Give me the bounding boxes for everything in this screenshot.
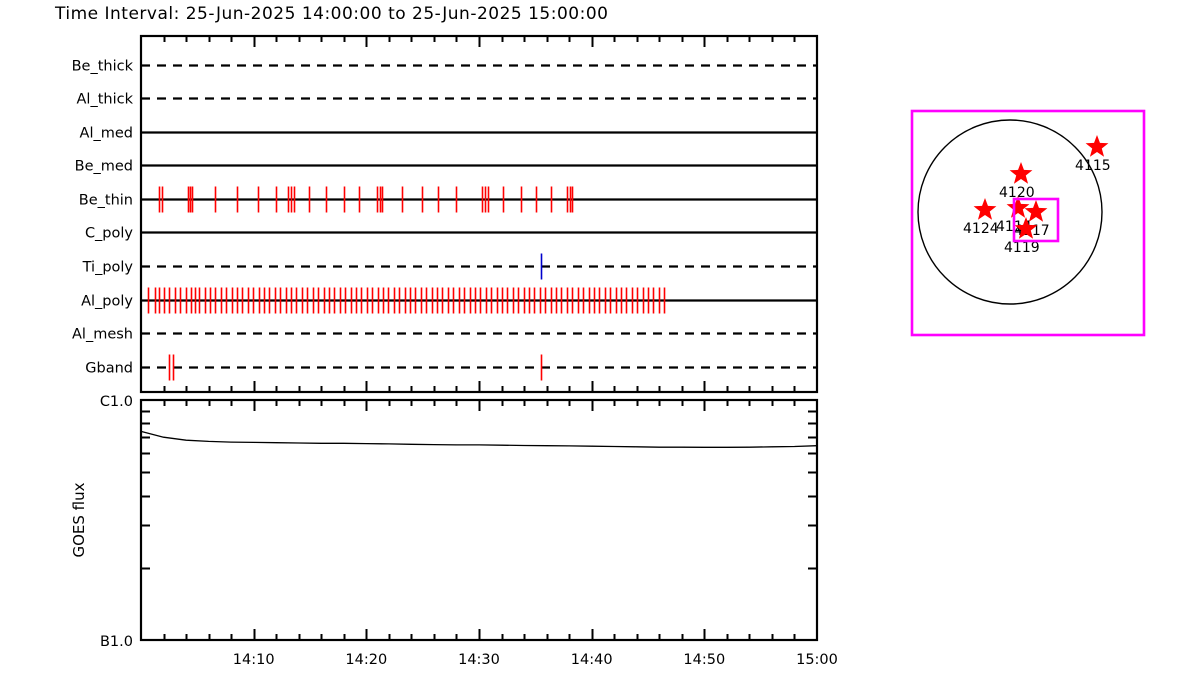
goes-ytick-top: C1.0: [100, 394, 133, 410]
active-region-star-icon[interactable]: [1085, 135, 1109, 157]
filter-label-be_thin: Be_thin: [79, 193, 133, 209]
field-of-view-box-outer: [910, 109, 1146, 337]
active-region-label: 4119: [1004, 240, 1040, 256]
filter-label-al_poly: Al_poly: [81, 294, 133, 310]
filter-row-al_poly: Al_poly: [81, 287, 817, 314]
page-title: Time Interval: 25-Jun-2025 14:00:00 to 2…: [55, 4, 609, 24]
active-region-4119[interactable]: 4119: [1004, 217, 1040, 256]
active-region-star-icon[interactable]: [1024, 200, 1048, 222]
filter-row-be_thick: Be_thick: [72, 59, 817, 75]
filter-label-be_med: Be_med: [75, 159, 133, 175]
filter-row-ti_poly: Ti_poly: [82, 253, 817, 280]
goes-flux-panel: C1.0 B1.0 GOES flux: [70, 394, 819, 650]
filter-label-al_mesh: Al_mesh: [72, 327, 133, 343]
active-region-label: 4124: [963, 221, 999, 237]
goes-axis-label: GOES flux: [70, 482, 88, 557]
filter-label-be_thick: Be_thick: [72, 59, 134, 75]
active-region-star-icon[interactable]: [1009, 162, 1033, 184]
filter-row-be_med: Be_med: [75, 159, 817, 175]
active-region-star-icon[interactable]: [1006, 196, 1030, 218]
filter-row-c_poly: C_poly: [85, 226, 817, 242]
active-region-label: 4115: [1075, 158, 1111, 174]
goes-panel-frame: [139, 398, 819, 642]
time-axis: 14:10 14:20 14:30 14:40 14:50 15:00: [163, 36, 838, 668]
filter-label-ti_poly: Ti_poly: [82, 260, 134, 276]
time-axis-label: 15:00: [796, 652, 838, 668]
filter-row-al_med: Al_med: [80, 126, 817, 142]
filter-label-c_poly: C_poly: [85, 226, 133, 242]
filter-label-al_med: Al_med: [80, 126, 133, 142]
goes-flux-curve: [140, 430, 818, 448]
active-region-label: 4120: [999, 185, 1035, 201]
time-axis-label: 14:40: [571, 652, 613, 668]
filter-row-al_thick: Al_thick: [77, 92, 817, 108]
solar-disk-limb: [917, 119, 1103, 305]
filter-row-be_thin: Be_thin: [79, 186, 817, 213]
active-region-star-icon[interactable]: [973, 198, 997, 220]
filter-label-al_thick: Al_thick: [77, 92, 134, 108]
filter-panel-frame: [139, 34, 819, 394]
time-axis-label: 14:10: [233, 652, 275, 668]
goes-ytick-bottom: B1.0: [100, 634, 133, 650]
filter-row-al_mesh: Al_mesh: [72, 327, 817, 343]
active-region-4124[interactable]: 4124: [963, 198, 999, 237]
field-of-view-box-inner: [1012, 197, 1060, 243]
time-axis-label: 14:50: [683, 652, 725, 668]
active-region-star-icon[interactable]: [1014, 217, 1038, 239]
filter-row-gband: Gband: [85, 354, 817, 381]
time-axis-label: 14:20: [345, 652, 387, 668]
time-axis-label: 14:30: [458, 652, 500, 668]
filter-timeline-panel: Be_thick Al_thick Al_med Be_med Be_thin C_pol…: [72, 34, 819, 394]
active-region-4115[interactable]: 4115: [1075, 135, 1111, 174]
filter-label-gband: Gband: [85, 361, 133, 377]
active-region-4120[interactable]: 4120: [999, 162, 1035, 201]
